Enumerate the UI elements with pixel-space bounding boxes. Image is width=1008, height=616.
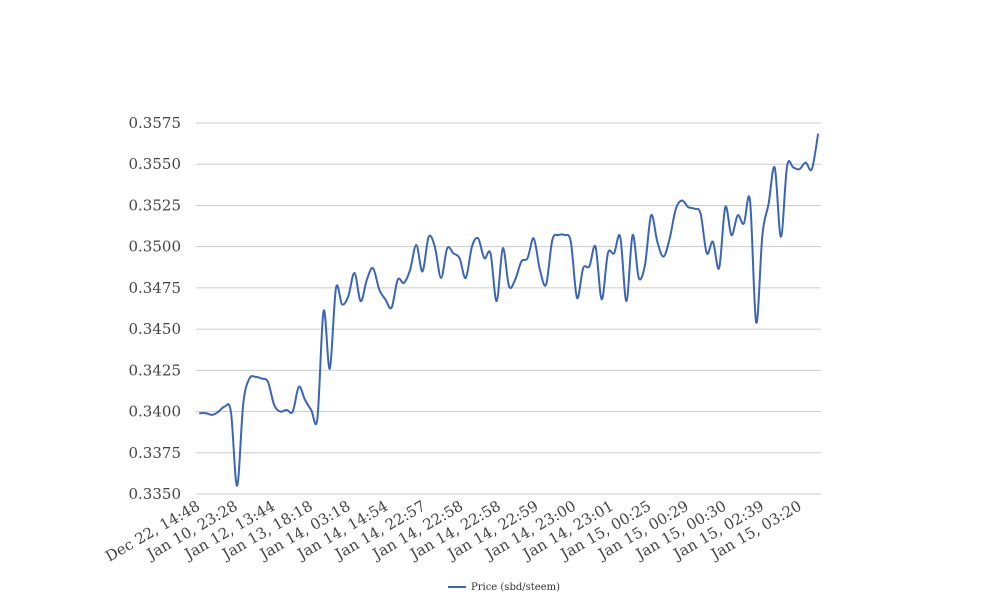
legend: Price (sbd/steem) — [0, 582, 1008, 593]
y-tick-label: 0.3425 — [129, 361, 182, 379]
y-axis-ticks: 0.3350 0.3375 0.3400 0.3425 0.3450 0.3475 0.35… — [129, 114, 182, 503]
y-tick-label: 0.3500 — [129, 238, 182, 256]
y-tick-label: 0.3350 — [129, 485, 182, 503]
y-tick-label: 0.3375 — [129, 444, 182, 462]
legend-label: Price (sbd/steem) — [471, 582, 560, 593]
y-tick-label: 0.3400 — [129, 403, 182, 421]
gridlines — [196, 122, 821, 495]
y-tick-label: 0.3550 — [129, 155, 182, 173]
y-tick-label: 0.3475 — [129, 279, 182, 297]
legend-swatch — [448, 585, 466, 588]
y-tick-label: 0.3450 — [129, 320, 182, 338]
y-tick-label: 0.3575 — [129, 114, 182, 132]
series-line-price — [199, 133, 819, 487]
y-tick-label: 0.3525 — [129, 196, 182, 214]
